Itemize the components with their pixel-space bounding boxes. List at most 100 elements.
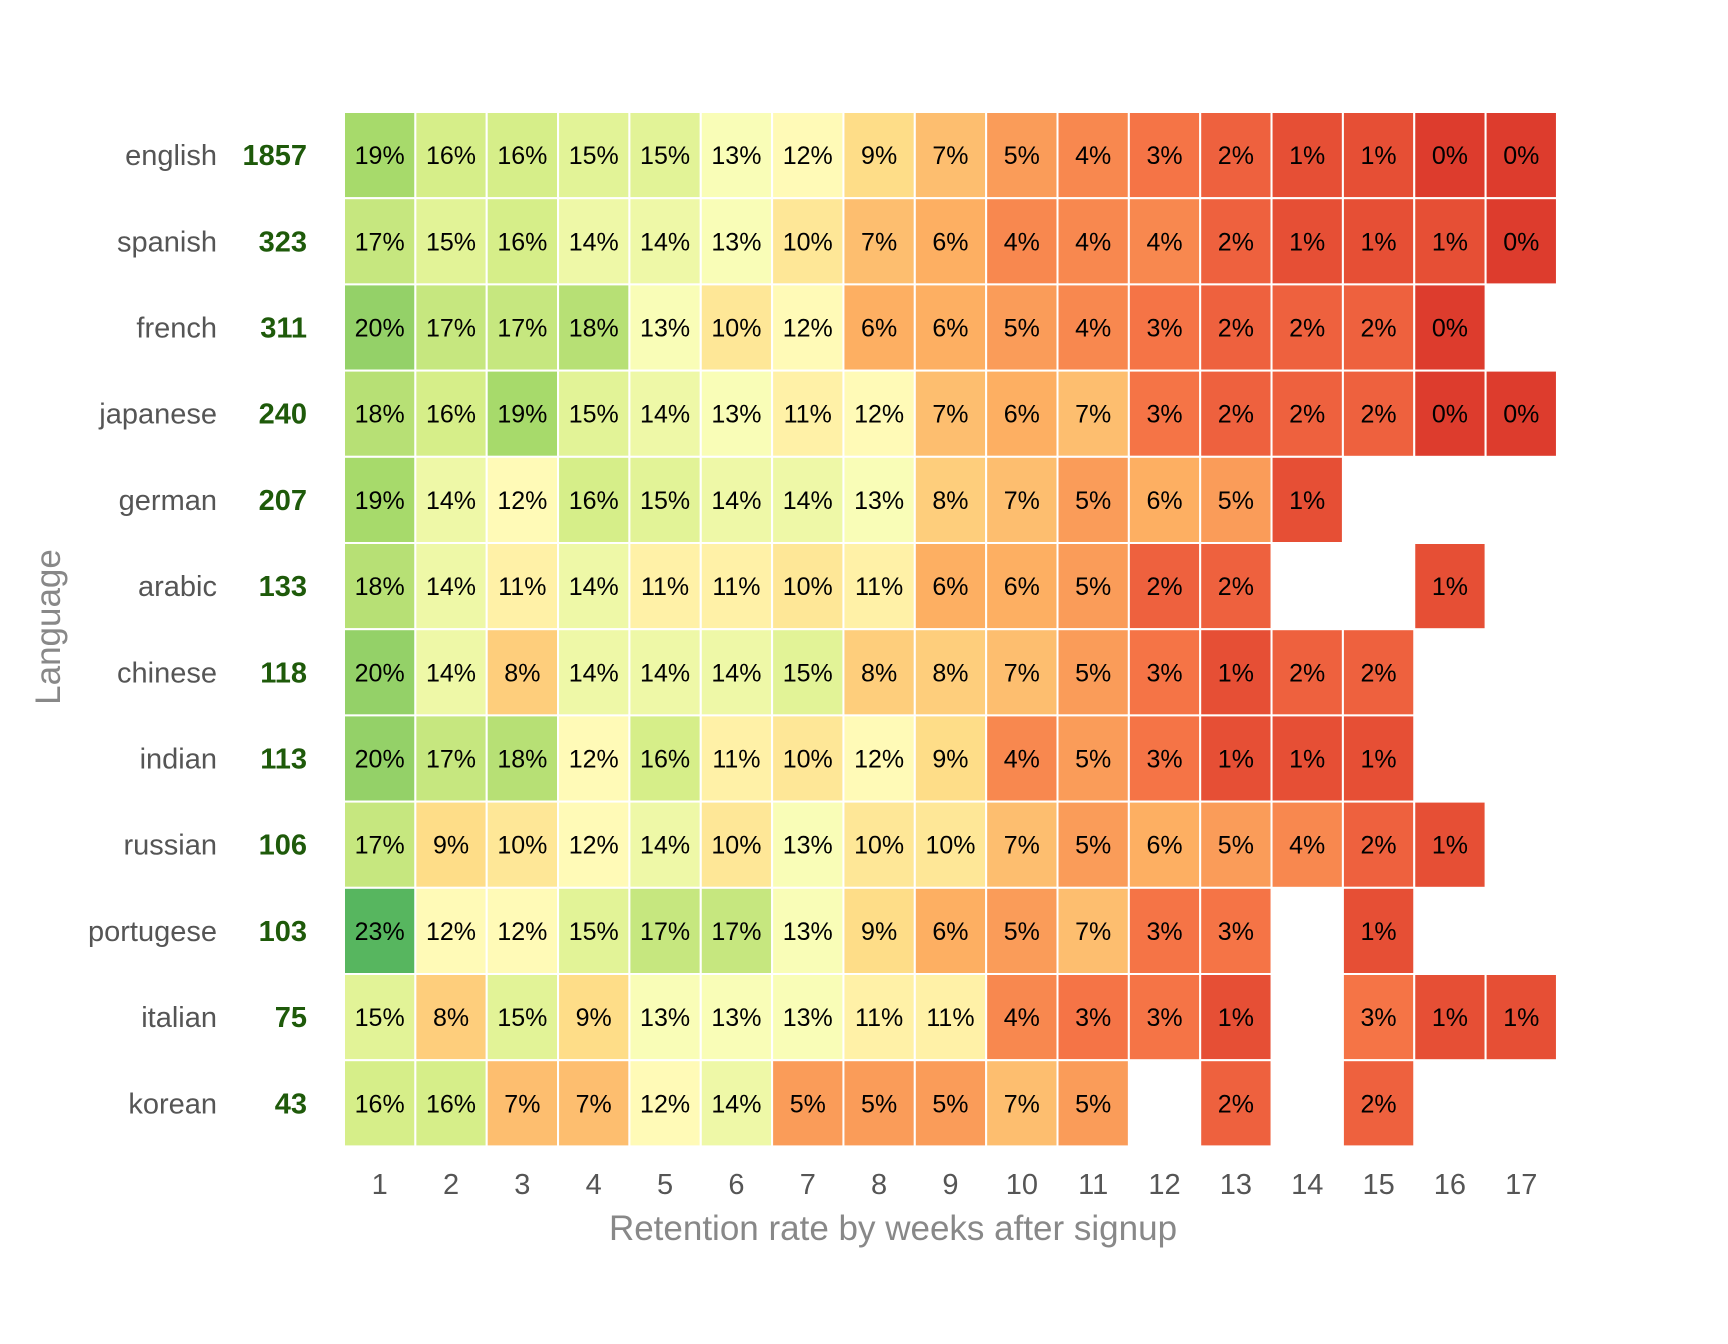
cell-value-label: 1% — [1361, 746, 1397, 774]
cell-value-label: 15% — [426, 228, 476, 256]
cell-value-label: 18% — [355, 573, 405, 601]
row-count-arabic: 133 — [259, 571, 307, 603]
cell-value-label: 15% — [640, 487, 690, 515]
cell-value-label: 11% — [498, 573, 546, 601]
cell-value-label: 6% — [861, 315, 897, 343]
x-tick-label: 9 — [942, 1169, 958, 1201]
heatmap-cell — [414, 542, 488, 631]
cell-value-label: 5% — [1004, 142, 1040, 170]
x-tick-label: 11 — [1078, 1169, 1108, 1201]
heatmap-cell — [628, 455, 702, 544]
heatmap-cell — [414, 1059, 488, 1148]
heatmap-cell — [1056, 1059, 1130, 1148]
heatmap-cell — [1270, 197, 1344, 286]
heatmap-cell — [913, 628, 988, 717]
cell-value-label: 3% — [1146, 142, 1182, 170]
cell-value-label: 1% — [1289, 228, 1325, 256]
cell-value-label: 4% — [1289, 832, 1325, 860]
cell-value-label: 10% — [783, 746, 833, 774]
heatmap-cell — [414, 714, 488, 803]
cell-value-label: 2% — [1361, 832, 1397, 860]
x-tick-label: 10 — [1006, 1169, 1038, 1201]
cell-value-label: 5% — [1075, 746, 1111, 774]
cell-value-label: 23% — [355, 918, 405, 946]
row-count-spanish: 323 — [259, 226, 307, 258]
heatmap-cell — [1127, 197, 1202, 286]
heatmap-cell — [1056, 455, 1130, 544]
row-label-english: english — [125, 140, 217, 172]
heatmap-cell — [842, 886, 916, 975]
cell-value-label: 4% — [1004, 1004, 1040, 1032]
cell-value-label: 2% — [1289, 401, 1325, 429]
cell-value-label: 6% — [932, 573, 968, 601]
cell-value-label: 7% — [1004, 832, 1040, 860]
heatmap-cell — [699, 542, 774, 631]
heatmap-cell — [985, 886, 1059, 975]
x-tick-label: 5 — [657, 1169, 673, 1201]
heatmap-cell — [557, 800, 631, 889]
cell-value-label: 7% — [1075, 401, 1111, 429]
cell-value-label: 17% — [355, 228, 405, 256]
cell-value-label: 12% — [783, 142, 833, 170]
heatmap-cell — [985, 542, 1059, 631]
heatmap-cell — [485, 369, 560, 458]
cell-value-label: 13% — [640, 315, 690, 343]
cell-value-label: 1% — [1432, 573, 1468, 601]
row-label-indian: indian — [140, 744, 217, 776]
cell-value-label: 2% — [1218, 315, 1254, 343]
cell-value-label: 3% — [1146, 746, 1182, 774]
cell-value-label: 14% — [640, 401, 690, 429]
heatmap-cells: 19% 16% 16% 15% 15% 13% 12% 9% 7% 5% 4% 3% 2% 1% 1% 0% 0… — [343, 111, 1558, 1148]
cell-value-label: 12% — [854, 401, 904, 429]
x-tick-label: 13 — [1220, 1169, 1252, 1201]
heatmap-cell — [1199, 1059, 1273, 1148]
row-count-english: 1857 — [242, 140, 307, 172]
heatmap-cell — [1484, 973, 1558, 1062]
heatmap-cell — [699, 455, 774, 544]
cell-value-label: 6% — [932, 315, 968, 343]
cell-value-label: 12% — [783, 315, 833, 343]
heatmap-cell — [985, 455, 1059, 544]
cell-value-label: 12% — [569, 832, 619, 860]
heatmap-cell — [1413, 111, 1487, 200]
cell-value-label: 14% — [426, 487, 476, 515]
heatmap-cell — [1270, 369, 1344, 458]
heatmap-cell — [343, 542, 417, 631]
cell-value-label: 12% — [497, 487, 547, 515]
cell-value-label: 10% — [711, 832, 761, 860]
cell-value-label: 9% — [433, 832, 469, 860]
cell-value-label: 19% — [355, 487, 405, 515]
heatmap-cell — [985, 628, 1059, 717]
cell-value-label: 10% — [711, 315, 761, 343]
heatmap-cell — [343, 973, 417, 1062]
cell-value-label: 6% — [932, 918, 968, 946]
cell-value-label: 14% — [783, 487, 833, 515]
cell-value-label: 5% — [1004, 918, 1040, 946]
cell-value-label: 11% — [926, 1004, 974, 1032]
heatmap-cell — [842, 283, 916, 372]
y-axis-title: Language — [29, 549, 68, 705]
cell-value-label: 11% — [784, 401, 832, 429]
cell-value-label: 8% — [433, 1004, 469, 1032]
heatmap-cell — [699, 1059, 774, 1148]
heatmap-cell — [1341, 628, 1416, 717]
heatmap-cell — [485, 455, 560, 544]
x-tick-label: 7 — [800, 1169, 816, 1201]
cell-value-label: 2% — [1218, 1090, 1254, 1118]
heatmap-cell — [699, 800, 774, 889]
cell-value-label: 16% — [640, 746, 690, 774]
cell-value-label: 14% — [711, 487, 761, 515]
cell-value-label: 14% — [569, 228, 619, 256]
cell-value-label: 13% — [711, 401, 761, 429]
heatmap-cell — [1199, 283, 1273, 372]
cell-value-label: 14% — [640, 659, 690, 687]
heatmap-cell — [913, 886, 988, 975]
heatmap-cell — [557, 197, 631, 286]
cell-value-label: 3% — [1075, 1004, 1111, 1032]
cell-value-label: 3% — [1146, 918, 1182, 946]
cell-value-label: 7% — [504, 1090, 540, 1118]
cell-value-label: 15% — [569, 918, 619, 946]
heatmap-cell — [343, 369, 417, 458]
cell-value-label: 17% — [497, 315, 547, 343]
cell-value-label: 3% — [1146, 315, 1182, 343]
